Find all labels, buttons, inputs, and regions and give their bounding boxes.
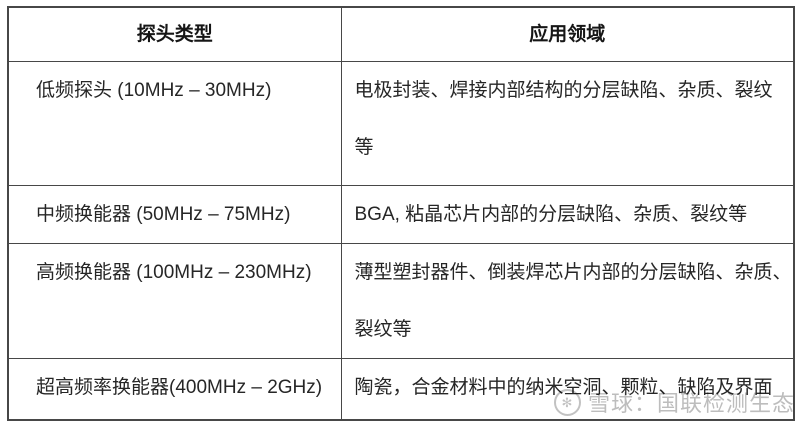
application-cell: 薄型塑封器件、倒装焊芯片内部的分层缺陷、杂质、 裂纹等	[340, 243, 795, 359]
probe-application-table: 探头类型 应用领域 低频探头 (10MHz – 30MHz) 电极封装、焊接内部…	[7, 6, 795, 421]
table-header-row: 探头类型 应用领域	[7, 6, 795, 62]
probe-type-cell: 高频换能器 (100MHz – 230MHz)	[7, 243, 342, 359]
application-cell: 电极封装、焊接内部结构的分层缺陷、杂质、裂纹 等	[340, 61, 795, 186]
header-application: 应用领域	[340, 6, 795, 62]
application-text-line: BGA, 粘晶芯片内部的分层缺陷、杂质、裂纹等	[354, 204, 748, 225]
probe-type-text: 超高频率换能器(400MHz – 2GHz)	[36, 377, 323, 398]
application-text-line: 电极封装、焊接内部结构的分层缺陷、杂质、裂纹	[354, 80, 773, 101]
probe-type-text: 低频探头 (10MHz – 30MHz)	[36, 80, 272, 101]
header-probe-type: 探头类型	[7, 6, 342, 62]
probe-type-cell: 低频探头 (10MHz – 30MHz)	[7, 61, 342, 186]
probe-type-cell: 中频换能器 (50MHz – 75MHz)	[7, 185, 342, 244]
table-row: 高频换能器 (100MHz – 230MHz) 薄型塑封器件、倒装焊芯片内部的分…	[7, 243, 795, 359]
application-text-line: 薄型塑封器件、倒装焊芯片内部的分层缺陷、杂质、	[354, 262, 792, 283]
table-row: 低频探头 (10MHz – 30MHz) 电极封装、焊接内部结构的分层缺陷、杂质…	[7, 61, 795, 186]
probe-type-text: 高频换能器 (100MHz – 230MHz)	[36, 262, 312, 283]
application-text-line: 陶瓷，合金材料中的纳米空洞、颗粒、缺陷及界面	[354, 377, 773, 398]
application-cell: 陶瓷，合金材料中的纳米空洞、颗粒、缺陷及界面	[340, 358, 795, 421]
table-row: 超高频率换能器(400MHz – 2GHz) 陶瓷，合金材料中的纳米空洞、颗粒、…	[7, 358, 795, 421]
table-row: 中频换能器 (50MHz – 75MHz) BGA, 粘晶芯片内部的分层缺陷、杂…	[7, 185, 795, 244]
probe-type-cell: 超高频率换能器(400MHz – 2GHz)	[7, 358, 342, 421]
application-text-line: 裂纹等	[354, 319, 412, 340]
probe-type-text: 中频换能器 (50MHz – 75MHz)	[36, 204, 291, 225]
application-cell: BGA, 粘晶芯片内部的分层缺陷、杂质、裂纹等	[340, 185, 795, 244]
application-text-line: 等	[354, 137, 374, 158]
